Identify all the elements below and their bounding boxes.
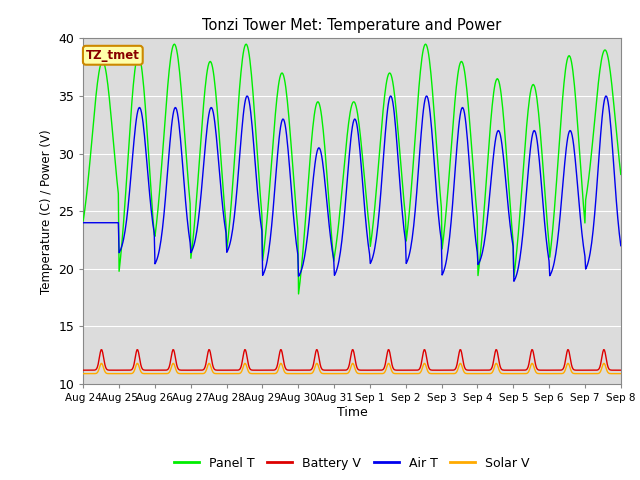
Y-axis label: Temperature (C) / Power (V): Temperature (C) / Power (V)	[40, 129, 52, 293]
Title: Tonzi Tower Met: Temperature and Power: Tonzi Tower Met: Temperature and Power	[202, 18, 502, 33]
Legend: Panel T, Battery V, Air T, Solar V: Panel T, Battery V, Air T, Solar V	[170, 452, 534, 475]
X-axis label: Time: Time	[337, 406, 367, 419]
Text: TZ_tmet: TZ_tmet	[86, 49, 140, 62]
